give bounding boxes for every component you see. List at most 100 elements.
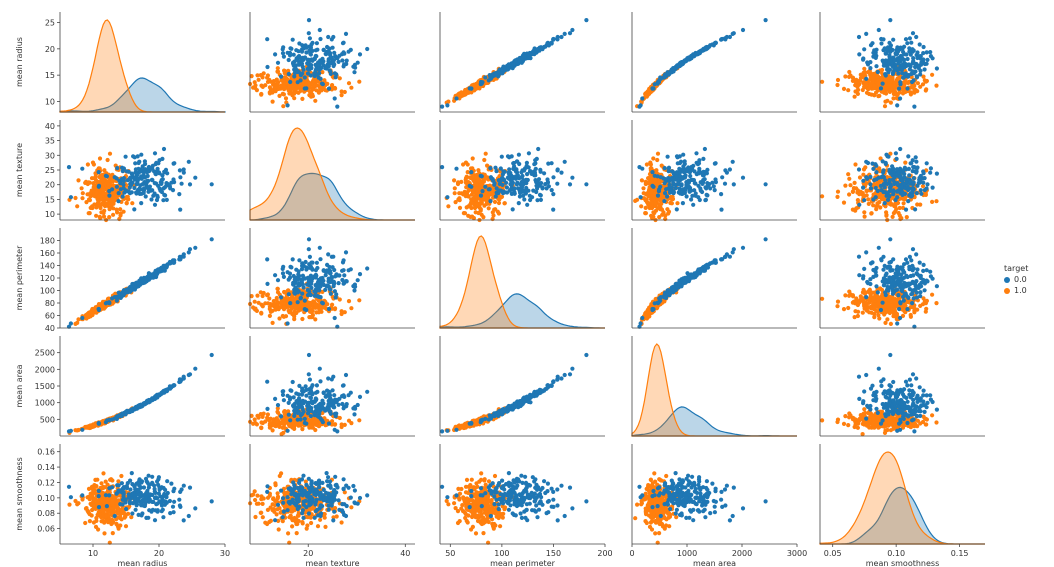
- point-blue: [898, 166, 903, 171]
- point-orange: [300, 96, 305, 101]
- point-blue: [306, 31, 311, 36]
- point-blue: [914, 34, 919, 40]
- point-blue: [862, 198, 867, 203]
- point-blue: [928, 170, 933, 175]
- point-blue: [116, 199, 121, 204]
- point-blue: [533, 166, 538, 171]
- point-orange: [337, 76, 342, 81]
- point-blue: [135, 154, 140, 159]
- point-blue: [696, 183, 701, 188]
- point-orange: [483, 151, 488, 156]
- point-orange: [76, 178, 81, 183]
- point-blue: [532, 162, 537, 167]
- point-blue: [903, 37, 909, 42]
- point-blue: [502, 190, 507, 195]
- y-tick-label: 10: [45, 97, 55, 106]
- panel-0-4: [819, 12, 985, 113]
- point-blue: [510, 207, 515, 212]
- point-orange: [492, 207, 497, 212]
- point-orange: [464, 205, 469, 210]
- point-orange: [463, 194, 468, 199]
- point-orange: [482, 157, 487, 163]
- point-blue: [898, 80, 903, 85]
- y-tick-label: 35: [45, 137, 55, 146]
- point-blue: [292, 59, 297, 64]
- point-orange: [487, 192, 492, 197]
- point-orange: [308, 89, 314, 94]
- point-blue: [147, 184, 152, 189]
- point-blue: [143, 194, 148, 199]
- point-orange: [872, 83, 877, 88]
- point-orange: [643, 211, 649, 216]
- point-orange: [313, 83, 318, 88]
- point-orange: [820, 194, 825, 199]
- point-blue: [326, 34, 331, 40]
- point-blue: [887, 169, 892, 174]
- point-orange: [892, 84, 897, 90]
- point-blue: [177, 192, 182, 197]
- point-blue: [881, 170, 886, 175]
- point-blue: [684, 194, 689, 199]
- panel-1-2: [439, 120, 605, 223]
- point-blue: [682, 190, 688, 195]
- point-blue: [562, 31, 567, 36]
- point-orange: [872, 93, 877, 98]
- y-tick-label: 80: [45, 299, 55, 308]
- point-blue: [539, 181, 544, 186]
- point-blue: [881, 48, 886, 53]
- point-blue: [519, 175, 524, 180]
- point-orange: [287, 91, 292, 96]
- point-blue: [162, 192, 167, 197]
- point-blue: [638, 103, 643, 108]
- point-orange: [864, 82, 869, 87]
- y-tick-label: 25: [45, 19, 55, 28]
- point-blue: [914, 159, 919, 164]
- point-orange: [934, 199, 939, 204]
- point-orange: [862, 214, 867, 219]
- point-blue: [893, 52, 899, 57]
- point-blue: [922, 187, 928, 193]
- point-blue: [902, 165, 908, 170]
- point-blue: [308, 52, 313, 57]
- point-orange: [869, 211, 874, 216]
- point-orange: [882, 104, 888, 109]
- point-blue: [488, 166, 493, 171]
- point-orange: [452, 191, 457, 196]
- point-blue: [731, 182, 736, 187]
- point-blue: [924, 161, 929, 166]
- point-orange: [915, 81, 921, 86]
- point-blue: [727, 167, 733, 172]
- point-blue: [154, 197, 160, 203]
- point-orange: [887, 83, 892, 88]
- point-blue: [152, 202, 158, 207]
- point-blue: [665, 194, 670, 199]
- point-blue: [727, 34, 733, 40]
- point-blue: [478, 193, 484, 198]
- point-orange: [655, 151, 661, 156]
- point-blue: [326, 50, 331, 55]
- point-orange: [320, 70, 325, 75]
- point-blue: [638, 195, 643, 200]
- point-blue: [318, 36, 323, 42]
- y-tick-label: 15: [45, 71, 55, 80]
- point-blue: [524, 163, 529, 168]
- point-orange: [639, 204, 644, 209]
- point-blue: [917, 180, 922, 185]
- point-orange: [468, 166, 474, 171]
- point-blue: [701, 178, 706, 183]
- point-blue: [893, 197, 898, 203]
- point-blue: [910, 48, 915, 54]
- point-orange: [107, 215, 112, 220]
- point-blue: [887, 194, 892, 199]
- point-blue: [537, 192, 543, 197]
- point-orange: [97, 214, 102, 219]
- point-orange: [841, 200, 847, 205]
- point-blue: [681, 169, 686, 174]
- point-blue: [454, 166, 459, 171]
- point-blue: [146, 189, 151, 194]
- point-blue: [918, 188, 923, 193]
- point-orange: [843, 74, 848, 79]
- point-orange: [847, 69, 852, 75]
- point-orange: [471, 190, 476, 195]
